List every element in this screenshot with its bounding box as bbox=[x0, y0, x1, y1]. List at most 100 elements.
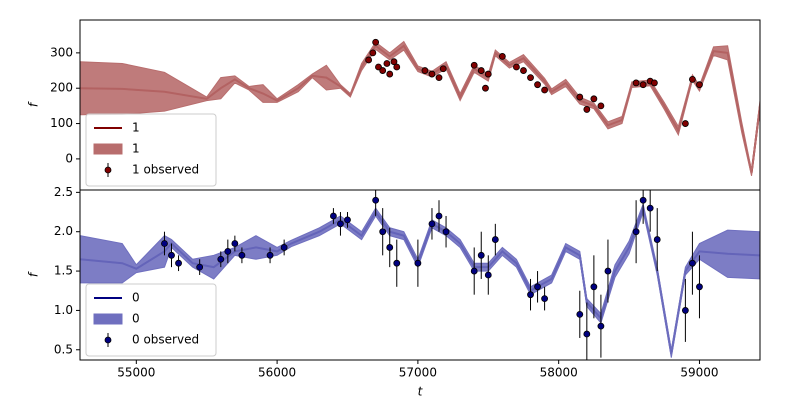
observed-point bbox=[372, 38, 380, 46]
legend-label: 1 observed bbox=[132, 163, 199, 177]
observed-point bbox=[576, 93, 584, 101]
observed-point bbox=[639, 81, 647, 89]
observed-point bbox=[583, 330, 591, 338]
observed-point bbox=[689, 259, 696, 267]
observed-point bbox=[393, 63, 401, 71]
observed-point bbox=[161, 240, 168, 247]
observed-point bbox=[386, 70, 394, 78]
observed-point bbox=[175, 259, 182, 267]
x-tick-label: 59000 bbox=[680, 366, 718, 380]
observed-point bbox=[696, 283, 703, 291]
observed-point bbox=[428, 220, 436, 228]
y-tick-label: 1.5 bbox=[54, 264, 73, 278]
y-tick-label: 0 bbox=[65, 151, 73, 165]
observed-point bbox=[576, 310, 584, 318]
observed-point bbox=[646, 204, 654, 212]
legend-marker bbox=[104, 166, 112, 174]
observed-point bbox=[604, 267, 612, 275]
observed-point bbox=[597, 322, 605, 330]
observed-point bbox=[280, 244, 288, 251]
legend-label: 0 bbox=[132, 291, 140, 305]
observed-point bbox=[435, 74, 443, 82]
observed-point bbox=[383, 60, 391, 67]
observed-point bbox=[337, 220, 344, 228]
y-axis-label: f bbox=[27, 271, 41, 277]
legend-label: 0 bbox=[132, 312, 140, 326]
plot-frame bbox=[79, 189, 761, 361]
observed-point bbox=[439, 65, 447, 73]
legend-box bbox=[85, 113, 217, 187]
y-tick-label: 1.0 bbox=[54, 303, 73, 317]
observed-point bbox=[484, 271, 492, 279]
observed-point bbox=[498, 53, 506, 60]
observed-point bbox=[365, 56, 373, 64]
observed-point bbox=[386, 244, 394, 251]
observed-point bbox=[527, 291, 534, 299]
y-tick-label: 2.5 bbox=[54, 185, 73, 199]
observed-point bbox=[428, 70, 436, 78]
x-tick-label: 58000 bbox=[540, 366, 578, 380]
observed-point bbox=[681, 120, 689, 127]
observed-point bbox=[421, 67, 429, 74]
observed-point bbox=[583, 106, 591, 113]
observed-point bbox=[393, 259, 401, 267]
observed-point bbox=[513, 63, 520, 71]
observed-point bbox=[477, 67, 485, 74]
observed-point bbox=[369, 49, 377, 57]
observed-point bbox=[442, 228, 450, 236]
observed-point bbox=[330, 212, 337, 220]
y-tick-label: 200 bbox=[50, 81, 73, 95]
observed-point bbox=[639, 196, 647, 204]
x-tick-label: 57000 bbox=[399, 366, 437, 380]
observed-point bbox=[477, 251, 485, 259]
legend-patch bbox=[93, 143, 123, 155]
x-axis-label: t bbox=[418, 385, 424, 399]
uncertainty-band bbox=[80, 202, 760, 358]
observed-point bbox=[484, 70, 492, 78]
legend-marker bbox=[104, 336, 112, 344]
observed-point bbox=[651, 79, 658, 87]
y-axis-label: f bbox=[27, 101, 41, 107]
observed-point bbox=[266, 251, 274, 259]
observed-point bbox=[390, 58, 398, 66]
y-tick-label: 100 bbox=[50, 116, 73, 130]
y-tick-label: 0.5 bbox=[54, 342, 73, 356]
observed-point bbox=[224, 247, 232, 255]
observed-point bbox=[653, 236, 661, 243]
observed-point bbox=[379, 228, 387, 236]
observed-point bbox=[632, 228, 640, 236]
observed-point bbox=[470, 267, 478, 275]
observed-point bbox=[696, 81, 703, 89]
observed-point bbox=[534, 283, 541, 291]
y-tick-label: 300 bbox=[50, 45, 73, 59]
observed-point bbox=[681, 307, 689, 314]
observed-point bbox=[470, 61, 478, 69]
legend-label: 0 observed bbox=[132, 333, 199, 347]
observed-point bbox=[541, 86, 548, 94]
observed-point bbox=[590, 283, 598, 291]
legend-patch bbox=[93, 313, 123, 325]
observed-point bbox=[372, 196, 380, 204]
observed-point bbox=[217, 255, 225, 263]
observed-point bbox=[541, 295, 548, 303]
x-tick-label: 55000 bbox=[117, 366, 155, 380]
observed-point bbox=[435, 212, 443, 220]
observed-point bbox=[597, 102, 605, 110]
legend-box bbox=[85, 283, 217, 357]
legend-label: 1 bbox=[132, 121, 140, 135]
observed-point bbox=[491, 236, 499, 243]
observed-point bbox=[231, 240, 239, 247]
observed-point bbox=[689, 75, 696, 83]
legend-label: 1 bbox=[132, 142, 140, 156]
observed-point bbox=[238, 251, 246, 259]
observed-point bbox=[534, 81, 541, 89]
observed-point bbox=[632, 79, 640, 87]
observed-point bbox=[379, 67, 387, 74]
observed-point bbox=[527, 74, 534, 82]
observed-point bbox=[590, 95, 598, 103]
observed-point bbox=[414, 259, 422, 267]
observed-point bbox=[520, 67, 527, 74]
observed-point bbox=[168, 251, 175, 259]
y-tick-label: 2.0 bbox=[54, 224, 73, 238]
